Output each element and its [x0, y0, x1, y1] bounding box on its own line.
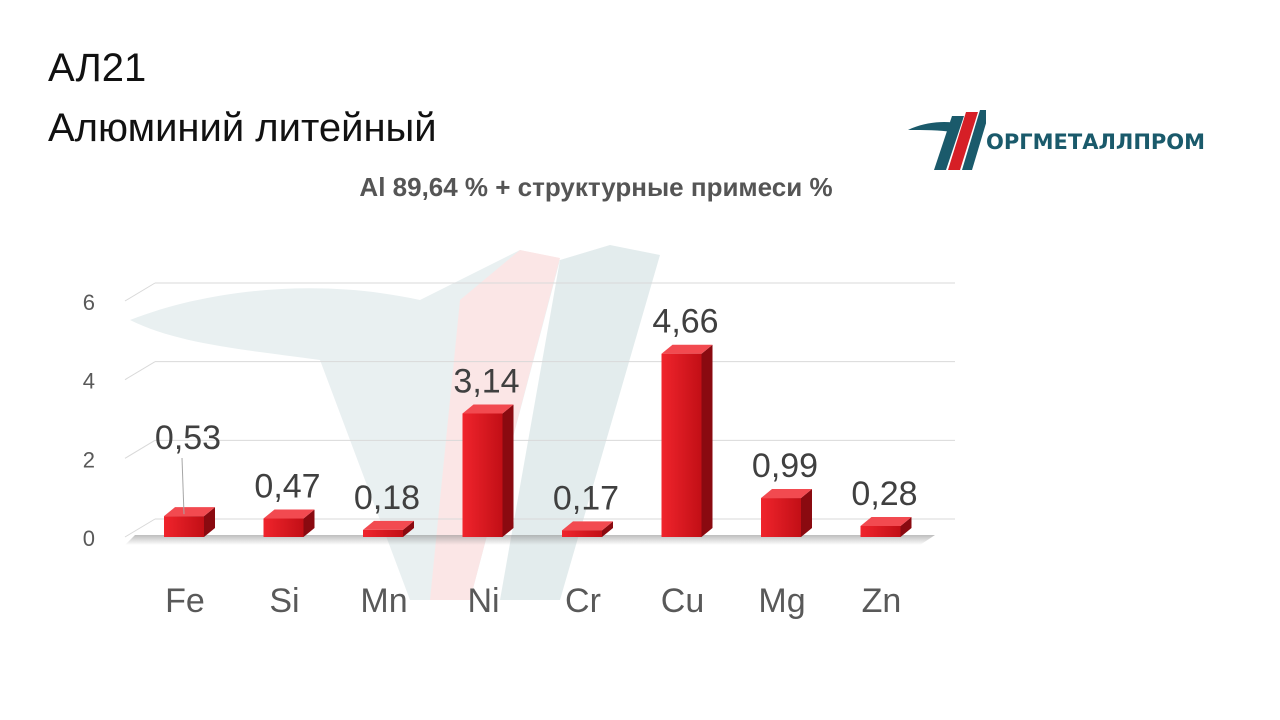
- gridline-diag: [125, 440, 155, 458]
- gridline-diag: [125, 283, 155, 301]
- bar: [363, 530, 403, 537]
- x-tick-label: Ni: [467, 582, 499, 620]
- x-tick-label: Fe: [165, 582, 205, 620]
- data-label: 0,99: [752, 447, 818, 485]
- x-tick-label: Mg: [758, 582, 805, 620]
- y-tick-label: 6: [83, 290, 95, 315]
- bar-side: [503, 404, 514, 537]
- data-label: 0,28: [851, 475, 917, 513]
- bar: [562, 530, 602, 537]
- x-tick-label: Cr: [565, 582, 601, 620]
- data-label: 0,47: [254, 468, 320, 506]
- y-tick-label: 2: [83, 447, 95, 472]
- data-label: 0,17: [553, 479, 619, 517]
- bar: [164, 516, 204, 537]
- gridline-diag: [125, 519, 155, 537]
- y-tick-label: 0: [83, 526, 95, 551]
- bar: [861, 526, 901, 537]
- x-tick-label: Cu: [661, 582, 704, 620]
- bar: [463, 413, 503, 537]
- data-label: 0,18: [354, 479, 420, 517]
- x-tick-label: Mn: [360, 582, 407, 620]
- bar: [662, 354, 702, 537]
- gridline-diag: [125, 362, 155, 380]
- data-label: 4,66: [652, 303, 718, 341]
- data-label: 0,53: [155, 419, 221, 457]
- floor-shadow: [125, 535, 935, 545]
- y-tick-label: 4: [83, 369, 95, 394]
- leader-line: [182, 458, 184, 514]
- x-tick-label: Zn: [862, 582, 902, 620]
- bar-side: [702, 345, 713, 537]
- data-label: 3,14: [453, 362, 519, 400]
- bar: [761, 498, 801, 537]
- bar: [264, 519, 304, 537]
- x-tick-label: Si: [269, 582, 299, 620]
